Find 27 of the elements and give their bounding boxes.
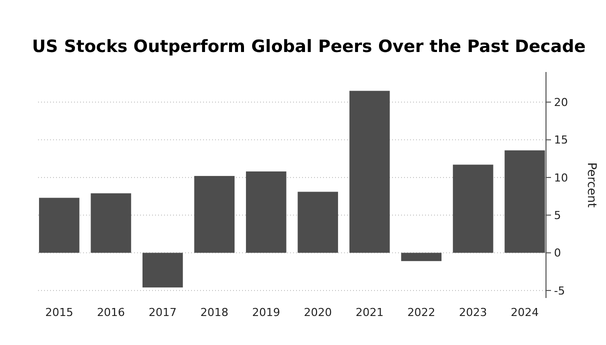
bar bbox=[401, 252, 442, 262]
bar bbox=[39, 198, 80, 253]
x-tick-label: 2016 bbox=[96, 306, 125, 319]
y-tick-label: 20 bbox=[554, 96, 568, 109]
bar bbox=[142, 252, 183, 288]
x-tick-label: 2021 bbox=[356, 306, 384, 319]
y-tick-label: 0 bbox=[554, 246, 561, 260]
bar bbox=[194, 176, 235, 253]
x-tick-label: 2020 bbox=[304, 306, 332, 319]
x-tick-label: 2017 bbox=[148, 306, 177, 319]
y-tick-label: 15 bbox=[554, 134, 568, 147]
x-tick-label: 2024 bbox=[510, 306, 539, 319]
y-tick-label: 5 bbox=[554, 208, 561, 222]
x-tick-label: 2023 bbox=[459, 306, 488, 319]
chart-title: US Stocks Outperform Global Peers Over the Past Decade bbox=[32, 37, 586, 57]
x-tick-label: 2018 bbox=[200, 306, 228, 319]
y-tick-label: -5 bbox=[554, 284, 565, 298]
x-tick-label: 2015 bbox=[45, 306, 74, 319]
bar bbox=[298, 192, 338, 253]
x-tick-label: 2019 bbox=[252, 306, 280, 319]
bar bbox=[452, 164, 494, 253]
y-axis-title: Percent bbox=[585, 162, 599, 208]
bar bbox=[349, 90, 390, 253]
bar bbox=[90, 193, 132, 253]
y-tick-label: 10 bbox=[554, 171, 568, 184]
bar bbox=[246, 171, 286, 253]
x-tick-label: 2022 bbox=[407, 306, 436, 319]
